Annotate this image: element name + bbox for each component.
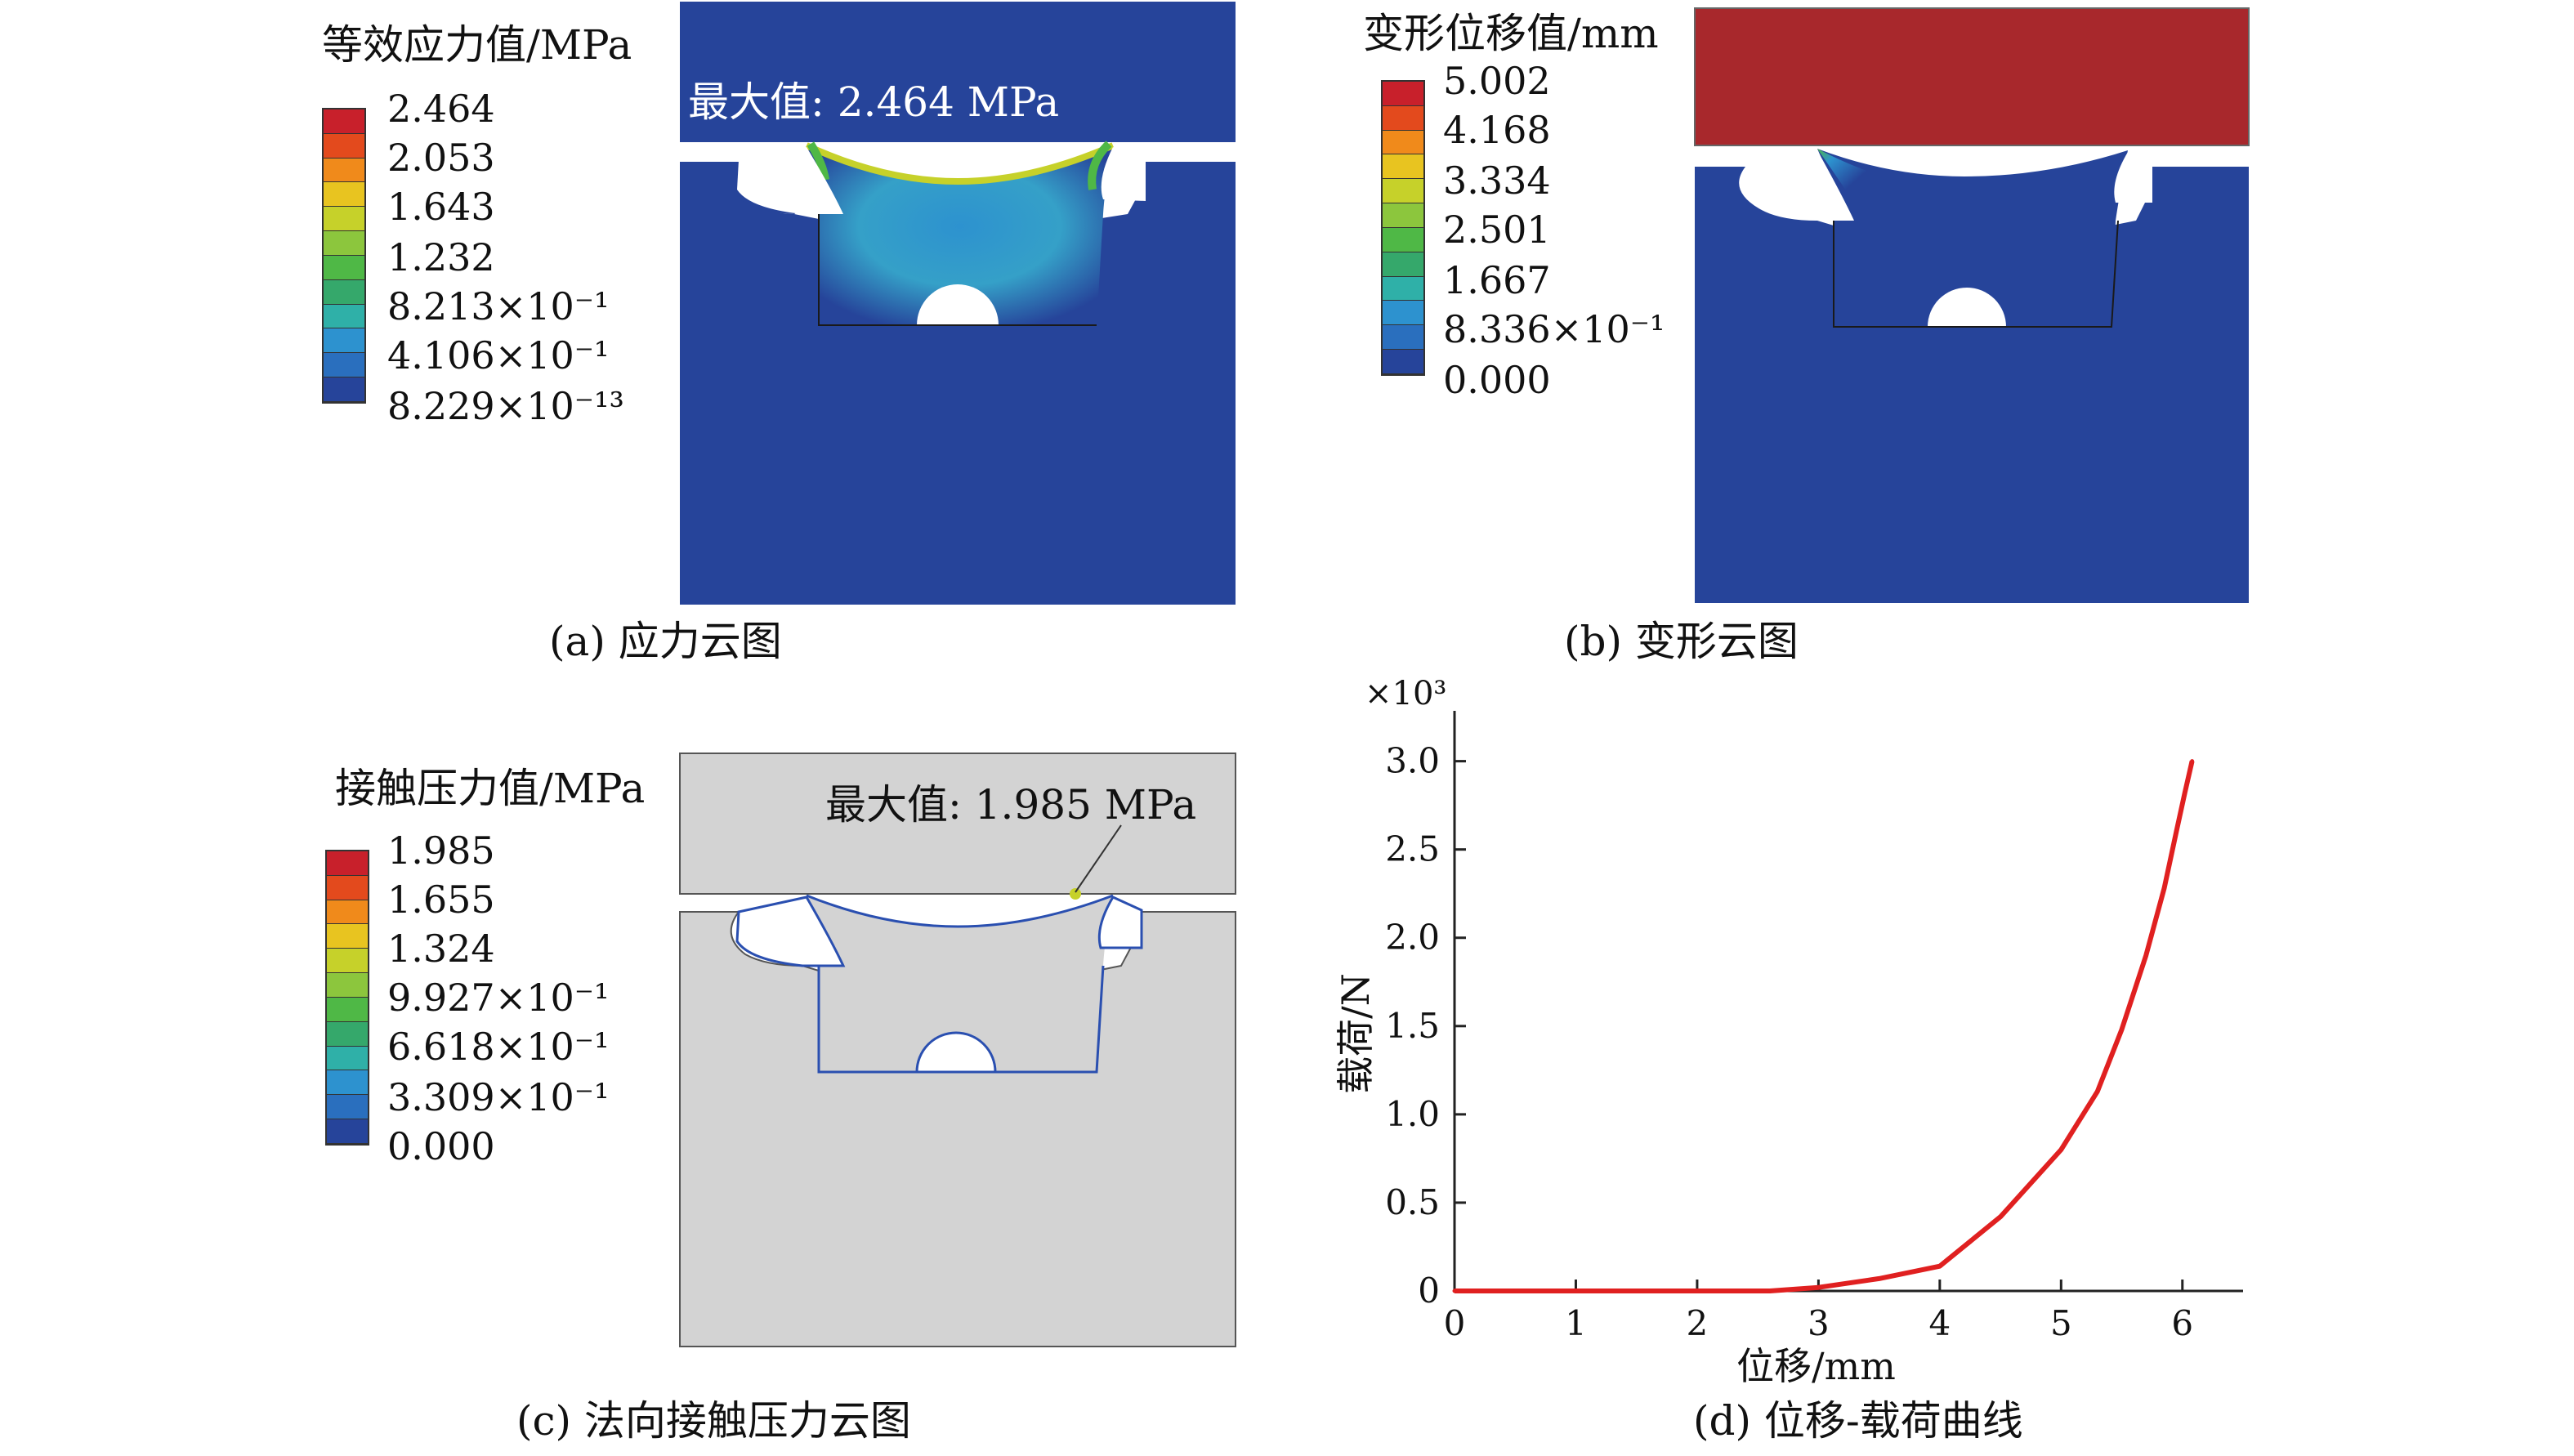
legend-title-a: 等效应力值/MPa: [322, 21, 632, 69]
data-point: [1767, 1289, 1772, 1293]
legend-title-b: 变形位移值/mm: [1363, 10, 1659, 57]
x-tick-label: 4: [1928, 1303, 1951, 1343]
max-label-c: 最大值: 1.985 MPa: [825, 781, 1197, 828]
y-tick-label: 2.5: [1385, 829, 1440, 869]
x-tick-label: 5: [2050, 1303, 2072, 1343]
legend-c-1: 1.655: [387, 878, 495, 922]
legend-a-4: 8.213×10⁻¹: [387, 284, 610, 328]
data-point: [1937, 1264, 1942, 1269]
x-tick-label: 1: [1565, 1303, 1587, 1343]
x-tick-label: 6: [2171, 1303, 2193, 1343]
legend-c-5: 3.309×10⁻¹: [387, 1075, 610, 1119]
colorbar-c: [325, 850, 369, 1146]
legend-c-4: 6.618×10⁻¹: [387, 1025, 610, 1069]
x-axis-label: 位移/mm: [1736, 1344, 1896, 1388]
deformation-contour-b: [1694, 7, 2250, 603]
data-point: [2095, 1089, 2100, 1094]
y-tick-label: 0: [1418, 1271, 1440, 1311]
data-point: [2058, 1147, 2063, 1152]
y-axis-label: 载荷/N: [1334, 973, 1378, 1094]
data-point: [2190, 759, 2195, 764]
data-point: [2162, 886, 2166, 891]
legend-a-5: 4.106×10⁻¹: [387, 333, 610, 377]
y-multiplier-label: ×10³: [1365, 675, 1446, 712]
data-point: [1695, 1289, 1700, 1293]
y-tick-label: 3.0: [1385, 741, 1440, 781]
data-point: [1998, 1214, 2003, 1219]
data-point: [2120, 1027, 2125, 1032]
colorbar-a: [322, 108, 366, 404]
caption-d: (d) 位移-载荷曲线: [1693, 1397, 2023, 1445]
data-point: [2143, 953, 2148, 958]
stress-contour-a: [680, 2, 1236, 605]
data-point: [1452, 1289, 1457, 1293]
legend-a-1: 2.053: [387, 136, 495, 180]
x-tick-label: 2: [1687, 1303, 1709, 1343]
caption-a: (a) 应力云图: [549, 618, 782, 665]
data-point: [2183, 791, 2187, 796]
data-point: [1816, 1285, 1821, 1290]
max-label-a: 最大值: 2.464 MPa: [688, 78, 1060, 126]
legend-b-5: 8.336×10⁻¹: [1443, 307, 1665, 351]
colorbar-b: [1381, 80, 1425, 376]
x-tick-label: 0: [1444, 1303, 1466, 1343]
data-point: [2174, 829, 2179, 834]
data-point: [1877, 1276, 1882, 1281]
legend-a-6: 8.229×10⁻¹³: [387, 384, 624, 428]
legend-b-6: 0.000: [1443, 358, 1551, 402]
x-tick-label: 3: [1808, 1303, 1830, 1343]
caption-b: (b) 变形云图: [1564, 618, 1799, 665]
legend-title-c: 接触压力值/MPa: [335, 765, 646, 812]
load-displacement-chart: 0 1 2 3 4 5 6 0 0.5 1.0 1.5 2.0 2.5 3.0 ×10³ 位移/mm 载荷/N: [1334, 675, 2243, 1388]
legend-c-2: 1.324: [387, 927, 495, 971]
legend-b-4: 1.667: [1443, 258, 1551, 302]
legend-c-0: 1.985: [387, 828, 495, 873]
data-point: [1573, 1289, 1578, 1293]
legend-c-3: 9.927×10⁻¹: [387, 976, 610, 1020]
legend-b-2: 3.334: [1443, 159, 1551, 203]
legend-b-3: 2.501: [1443, 208, 1551, 252]
legend-b-0: 5.002: [1443, 59, 1551, 103]
y-tick-label: 2.0: [1385, 918, 1440, 958]
y-tick-label: 1.0: [1385, 1094, 1440, 1134]
legend-a-2: 1.643: [387, 185, 495, 229]
y-tick-label: 0.5: [1385, 1182, 1440, 1222]
contact-pressure-contour-c: [679, 753, 1236, 1347]
series-line: [1455, 760, 2195, 1293]
legend-a-3: 1.232: [387, 235, 495, 279]
caption-c: (c) 法向接触压力云图: [516, 1397, 911, 1445]
legend-a-0: 2.464: [387, 87, 495, 131]
data-point: [1513, 1289, 1517, 1293]
legend-c-6: 0.000: [387, 1124, 495, 1168]
legend-b-1: 4.168: [1443, 108, 1551, 152]
y-tick-label: 1.5: [1385, 1006, 1440, 1046]
